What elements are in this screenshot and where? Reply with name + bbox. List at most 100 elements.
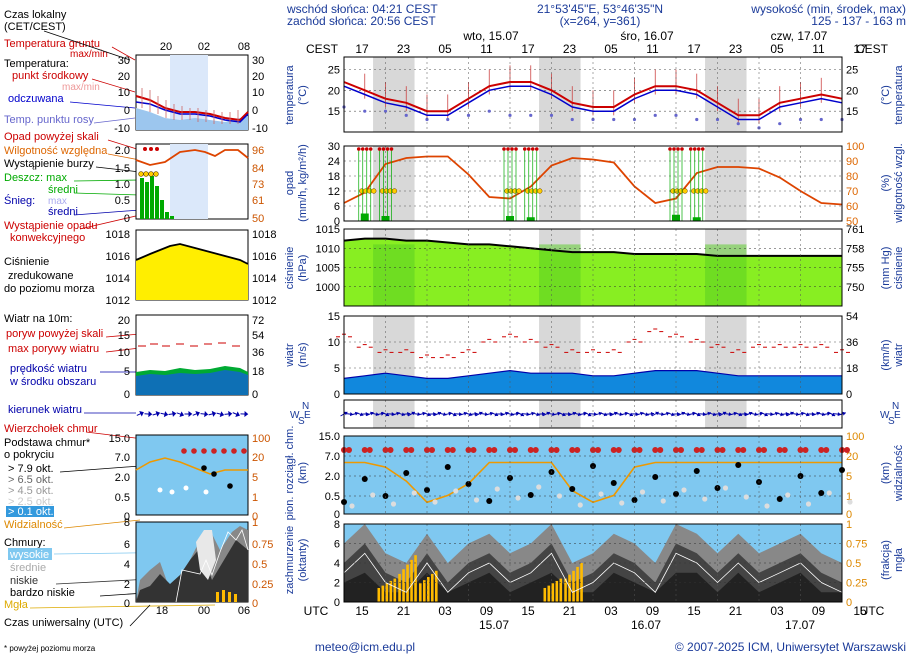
cloud-top-dot [761,447,767,453]
cloud-low-dot [556,493,563,499]
bottom-hour-label: 15 [853,604,867,618]
panel-frame-4 [343,399,843,429]
mini-tick-left: 0.5 [115,195,130,207]
top-hour-label: 11 [812,42,825,56]
legend-utc: Czas uniwersalny (UTC) [4,617,123,629]
cloud-top-dot [366,447,373,453]
cb-tick-right: 5 [846,471,852,483]
mini-axis: 20 02 08 18 00 06 [156,41,250,617]
cloud-low-dot [619,500,625,506]
mini-tick-right: 5 [252,472,258,484]
mini-tick-left: 30 [118,55,130,67]
top-hour-label: 05 [438,42,452,56]
cloud-top-dot [610,447,617,453]
storm-marker [391,188,398,194]
rain-tick-left: 12 [328,186,340,198]
press-tick-right: 761 [846,224,864,236]
fog-bar [580,563,583,602]
mini-tick-left: 2 [124,579,130,591]
mini-wind-arrow [176,411,185,418]
bottom-date-1: 16.07 [631,618,661,632]
temp-tick-left: 25 [328,65,340,77]
wind-tick-left: 0 [334,389,340,401]
legend-max-gust: max porywy wiatru [8,343,99,355]
compass-w-right: W [880,410,890,421]
fog-bar [427,577,430,602]
legend-wind-speed1: prędkość wiatru [10,363,87,375]
header: wschód słońca: 04:21 CEST zachód słońca:… [286,2,906,28]
mini-top-tick-2: 08 [238,41,250,53]
press-left-unit: (hPa) [297,255,309,282]
mini-high-cloud-white [196,530,216,580]
mini-wind-arrow [144,411,153,418]
fog-bar [410,559,413,602]
temp-right-unit: (°C) [880,85,892,105]
cloud-top-dot [844,447,850,453]
legend-high-swatch [8,548,52,560]
rain-tick-right: 70 [846,186,858,198]
legend-cloud-base2: o pokryciu [4,449,54,461]
mini-tick-right: 1 [252,492,258,504]
mini-tick-right: 1018 [252,229,276,241]
mini-tick-left: 2.0 [115,472,130,484]
cloud-top-dot [403,447,410,453]
legend-midpoint: punkt środkowy [12,70,89,82]
cloud-base-dot [465,481,472,487]
dewpoint-point [653,113,657,117]
cloud-top-dot [424,447,430,453]
fog-bar [435,570,438,602]
mini-gust-marks [138,342,240,347]
temp-tick-right: 25 [846,65,858,77]
convective-marker [377,147,382,151]
mini-low-clouds [136,540,248,602]
footer-copyright: © 2007-2025 ICM, Uniwersytet Warszawski [675,640,906,654]
pressure-night-shade [705,244,747,306]
dewpoint-point [674,113,678,117]
mini-tick-left: 5 [124,366,130,378]
cloud-top-dot [776,447,783,453]
temp-tick-left: 20 [328,85,340,97]
cloud-top-dot [802,447,809,453]
wind-tick-right: 54 [846,311,858,323]
legend-verylow: bardzo niskie [10,587,75,599]
fog-bar [564,578,567,602]
bottom-hour-label: 15 [355,604,369,618]
convective-marker [385,147,390,151]
mini-tick-left: 0 [124,105,130,117]
cest-left: CEST [306,42,339,56]
wind-arrow [827,411,836,417]
sunrise-text: wschód słońca: 04:21 CEST [286,2,438,16]
mini-tick-right: -10 [252,123,268,135]
rain-bar [692,217,701,221]
footer-email[interactable]: meteo@icm.edu.pl [315,640,415,654]
cloud-base-dot [776,496,783,502]
cloud-base-dot [652,474,659,480]
mini-storm-markers [138,171,159,177]
mini-top-tick-0: 20 [160,41,172,53]
mini-tick-right: 100 [252,433,270,445]
fog-bar [419,583,422,602]
cl-tick-left: 6 [334,539,340,551]
cloud-top-dot [590,447,596,453]
cloud-top-dot [652,447,659,453]
mini-tick-right: 54 [252,330,264,342]
cloud-top-dot [527,447,534,453]
legend-okt01-swatch [6,506,54,517]
mini-tick-left: 0 [124,511,130,523]
wind-arrow [381,411,390,417]
cloud-top-dot [553,447,560,453]
mini-temp-night [170,55,208,130]
convective-marker [688,147,693,151]
cloud-low-dot [722,485,729,491]
cloud-low-dot [826,490,832,496]
cl-tick-right: 0.25 [846,578,867,590]
cloud-top-dot [595,447,601,453]
mini-tick-left: -10 [114,123,130,135]
coords-text: 21°53'45"E, 53°46'35"N [537,2,663,16]
dewpoint-point [383,109,388,113]
cloud-low-dot [743,494,749,500]
wind-arrow [760,411,768,417]
temp-tick-left: 15 [328,106,340,118]
mini-cb-frame [135,434,249,516]
mini-temp-ground-area [136,108,248,130]
